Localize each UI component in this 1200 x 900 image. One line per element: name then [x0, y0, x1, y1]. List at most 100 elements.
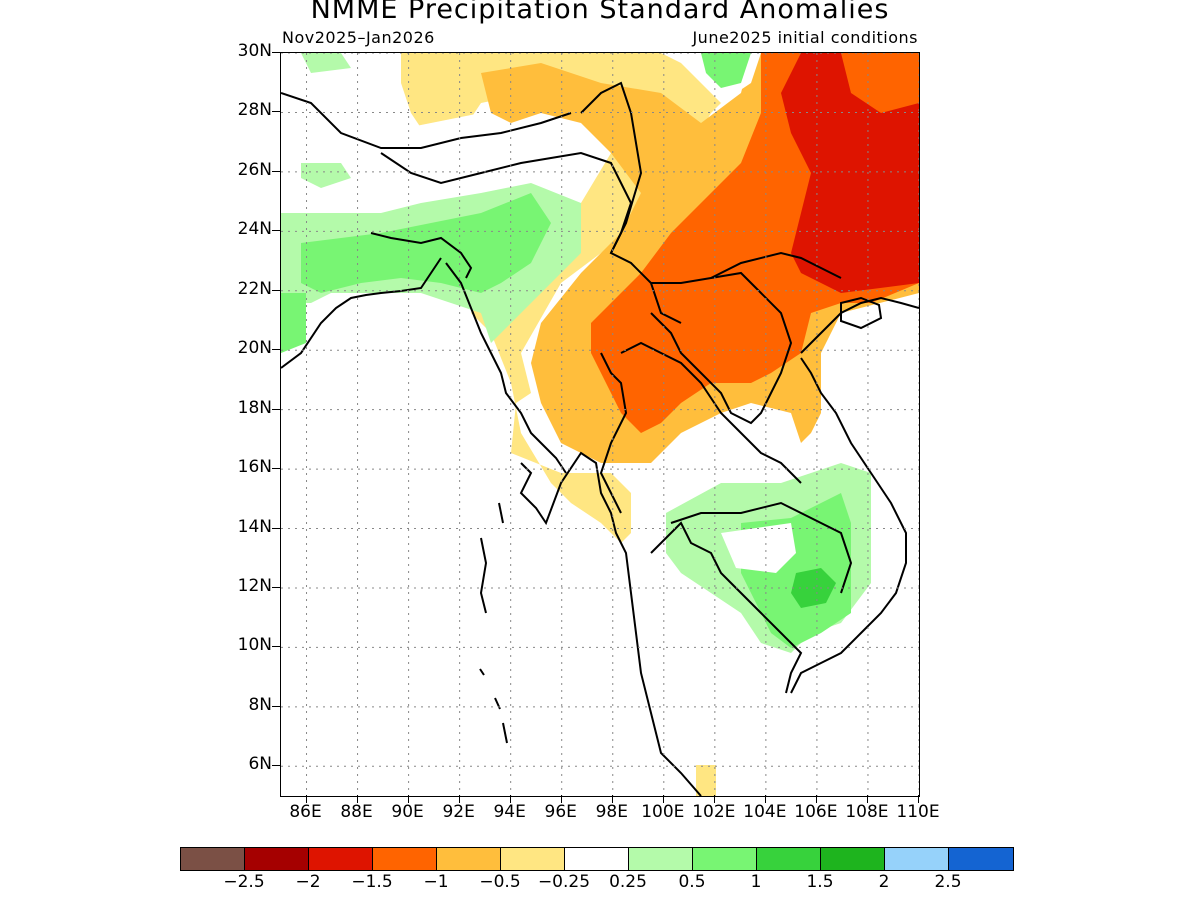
coastline-bay-of-bengal-east	[445, 262, 567, 474]
lon-tick	[918, 795, 919, 803]
lat-tick	[272, 705, 280, 707]
colorbar-swatch-10	[821, 848, 885, 870]
lat-tick	[272, 170, 280, 172]
colorbar-label: −0.5	[479, 872, 521, 892]
border-myanmar-thailand	[599, 352, 628, 514]
lon-label-86e: 86E	[289, 802, 322, 822]
anomaly-gap-tonle-sap	[721, 523, 796, 573]
lon-tick	[866, 795, 868, 803]
lat-label-8n: 8N	[248, 694, 272, 715]
colorbar-swatch-6	[565, 848, 629, 870]
map-gridlines	[281, 53, 919, 796]
anomaly-gap-north	[381, 113, 581, 203]
lon-tick	[764, 795, 766, 803]
anomaly-region-green-west-edge	[281, 293, 306, 353]
colorbar-label: 0.5	[678, 872, 706, 892]
colorbar-swatch-7	[629, 848, 693, 870]
lon-tick	[815, 795, 817, 803]
chart-title: NMME Precipitation Standard Anomalies	[310, 0, 890, 25]
colorbar-label: 2	[878, 872, 890, 892]
colorbar-label: −2.5	[223, 872, 265, 892]
andaman-island-2	[498, 502, 504, 524]
lon-label-106e: 106E	[794, 802, 838, 822]
lat-label-18n: 18N	[237, 397, 272, 418]
colorbar-label: −1.5	[351, 872, 393, 892]
lon-tick	[713, 795, 715, 803]
lon-label-88e: 88E	[340, 802, 373, 822]
lat-tick	[272, 527, 280, 529]
lon-tick	[560, 795, 562, 803]
colorbar-label: 2.5	[934, 872, 962, 892]
lon-label-98e: 98E	[595, 802, 628, 822]
border-china-vietnam	[710, 251, 842, 279]
colorbar	[180, 847, 1014, 871]
anomaly-region-light-yellow-south	[696, 765, 716, 796]
border-laos	[650, 271, 793, 425]
coastline-hainan	[840, 296, 883, 330]
colorbar-swatch-12	[949, 848, 1013, 870]
lat-label-10n: 10N	[237, 635, 272, 656]
lat-label-14n: 14N	[237, 516, 272, 537]
anomaly-region-red	[781, 53, 919, 293]
coastline-vietnam	[790, 296, 919, 694]
lon-tick	[509, 795, 511, 803]
lat-tick	[272, 111, 280, 113]
colorbar-swatch-5	[501, 848, 565, 870]
border-thailand-laos	[620, 341, 802, 484]
lat-tick	[272, 408, 280, 410]
anomaly-shading	[281, 53, 919, 796]
andaman-island-3	[479, 668, 485, 676]
lat-tick	[272, 349, 280, 351]
lat-label-16n: 16N	[237, 457, 272, 478]
lat-label-26n: 26N	[237, 159, 272, 180]
colorbar-swatch-8	[693, 848, 757, 870]
forecast-period: Nov2025–Jan2026	[282, 28, 435, 47]
lon-tick	[356, 795, 358, 803]
lon-label-92e: 92E	[442, 802, 475, 822]
coastline-india-east	[281, 257, 442, 369]
lat-label-28n: 28N	[237, 100, 272, 121]
lon-label-94e: 94E	[493, 802, 526, 822]
coastline-myanmar-south	[519, 451, 702, 796]
lon-tick	[611, 795, 613, 803]
lat-tick	[272, 52, 280, 53]
lon-label-102e: 102E	[692, 802, 736, 822]
anomaly-region-dark-red-top	[801, 53, 841, 103]
border-nepal-bhutan	[281, 92, 572, 149]
colorbar-swatch-2	[309, 848, 373, 870]
anomaly-region-green-small-2	[301, 53, 351, 73]
coastline-thai-gulf	[650, 521, 803, 694]
colorbar-label: 1	[750, 872, 762, 892]
anomaly-map-svg	[281, 53, 919, 796]
andaman-island-1	[479, 537, 488, 614]
lon-label-108e: 108E	[845, 802, 889, 822]
lon-label-104e: 104E	[743, 802, 787, 822]
lat-tick	[272, 289, 280, 291]
lat-label-6n: 6N	[248, 754, 272, 775]
lon-label-96e: 96E	[544, 802, 577, 822]
colorbar-swatch-3	[373, 848, 437, 870]
lat-tick	[272, 586, 280, 588]
border-bangladesh	[370, 232, 473, 279]
border-northeast-india	[380, 151, 633, 254]
lat-tick	[272, 646, 280, 648]
lat-tick	[272, 468, 280, 470]
lat-tick	[272, 230, 280, 232]
lon-label-110e: 110E	[896, 802, 940, 822]
lon-label-90e: 90E	[391, 802, 424, 822]
anomaly-region-green-small-1	[301, 163, 351, 188]
anomaly-region-green-west	[301, 193, 551, 293]
lon-tick	[662, 795, 664, 803]
andaman-island-4	[494, 697, 501, 710]
colorbar-label: 1.5	[806, 872, 834, 892]
colorbar-label: −2	[295, 872, 321, 892]
lat-label-12n: 12N	[237, 575, 272, 596]
lat-label-20n: 20N	[237, 338, 272, 359]
anomaly-region-green-small-3	[701, 53, 751, 88]
lon-tick	[407, 795, 409, 803]
colorbar-label: −1	[423, 872, 449, 892]
colorbar-swatch-4	[437, 848, 501, 870]
colorbar-swatch-11	[885, 848, 949, 870]
colorbar-swatch-0	[181, 848, 245, 870]
lon-label-100e: 100E	[641, 802, 685, 822]
